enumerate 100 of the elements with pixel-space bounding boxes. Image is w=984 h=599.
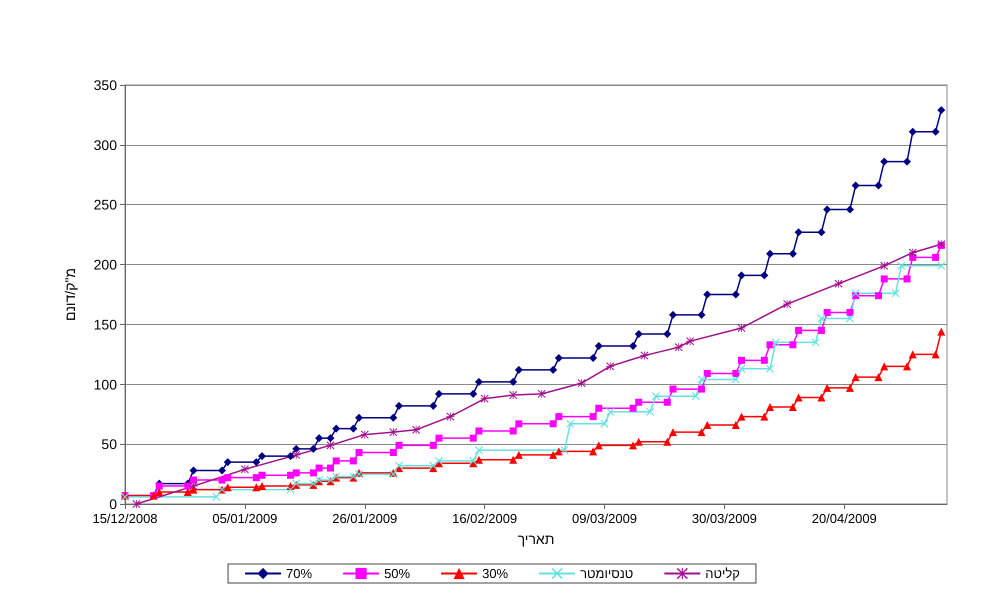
point [788, 403, 797, 412]
point [132, 500, 140, 508]
point [937, 106, 946, 114]
point [817, 228, 826, 236]
point [937, 328, 946, 336]
point [550, 420, 557, 428]
point [794, 228, 803, 236]
point [395, 462, 403, 470]
point [640, 352, 648, 360]
point [292, 469, 300, 476]
point [846, 314, 854, 322]
point [823, 384, 832, 392]
point [904, 275, 911, 282]
x-axis-title: תאריך [518, 531, 554, 547]
y-tick-label: 300 [94, 136, 118, 153]
point [903, 362, 912, 370]
point [554, 354, 563, 362]
point [390, 449, 397, 456]
point [469, 390, 478, 398]
legend-label: טנסיומטר [580, 566, 634, 581]
point [554, 447, 563, 456]
point [310, 469, 317, 476]
point [510, 427, 517, 434]
point [514, 450, 523, 459]
point [470, 434, 477, 442]
point [880, 158, 888, 166]
point [332, 457, 340, 464]
point [669, 310, 677, 319]
point [670, 386, 676, 393]
point [664, 398, 671, 406]
point [908, 350, 917, 358]
point [240, 465, 249, 474]
point [258, 472, 266, 479]
point [817, 393, 826, 402]
point [897, 262, 906, 270]
point [469, 456, 478, 465]
point [309, 444, 318, 453]
point [932, 128, 940, 136]
point [766, 341, 774, 348]
point [789, 341, 796, 348]
point [360, 430, 369, 439]
point [589, 447, 598, 456]
x-tick-label: 30/03/2009 [692, 511, 757, 526]
point [874, 373, 882, 382]
point [932, 254, 940, 261]
point [594, 342, 603, 350]
point [412, 426, 420, 434]
point [435, 434, 442, 442]
point [224, 474, 232, 482]
point [332, 424, 340, 433]
point [704, 370, 711, 378]
point [286, 452, 295, 460]
point [434, 456, 443, 465]
point [698, 428, 706, 436]
point [316, 464, 323, 472]
point [852, 289, 860, 298]
point [817, 314, 826, 322]
point [823, 206, 832, 214]
point [875, 292, 882, 300]
point [474, 446, 483, 454]
point [760, 271, 768, 280]
point [692, 392, 700, 400]
point [635, 398, 642, 406]
point [732, 375, 740, 384]
point [594, 441, 603, 450]
point [834, 280, 843, 288]
point [766, 364, 774, 373]
point [772, 338, 780, 346]
point [590, 413, 597, 420]
point [646, 408, 654, 416]
point [846, 206, 854, 214]
point [634, 438, 643, 446]
point [852, 373, 860, 382]
point [355, 414, 364, 422]
point [446, 412, 454, 421]
point [356, 449, 363, 456]
point [549, 450, 558, 459]
point [156, 482, 163, 490]
point [630, 404, 637, 412]
point [703, 420, 712, 429]
point [663, 438, 672, 446]
point [327, 464, 334, 472]
point [509, 378, 518, 386]
point [788, 250, 797, 258]
point [389, 414, 398, 422]
y-tick-label: 250 [94, 196, 118, 213]
point [606, 408, 614, 416]
point [738, 356, 745, 364]
point [846, 308, 854, 316]
point [766, 250, 774, 258]
point [475, 427, 482, 434]
y-tick-label: 200 [94, 256, 118, 273]
point [698, 375, 706, 384]
point [738, 364, 746, 373]
point [629, 441, 638, 450]
point [698, 386, 706, 393]
point [224, 483, 232, 492]
point [549, 366, 558, 374]
point [818, 326, 825, 334]
point [738, 324, 746, 332]
